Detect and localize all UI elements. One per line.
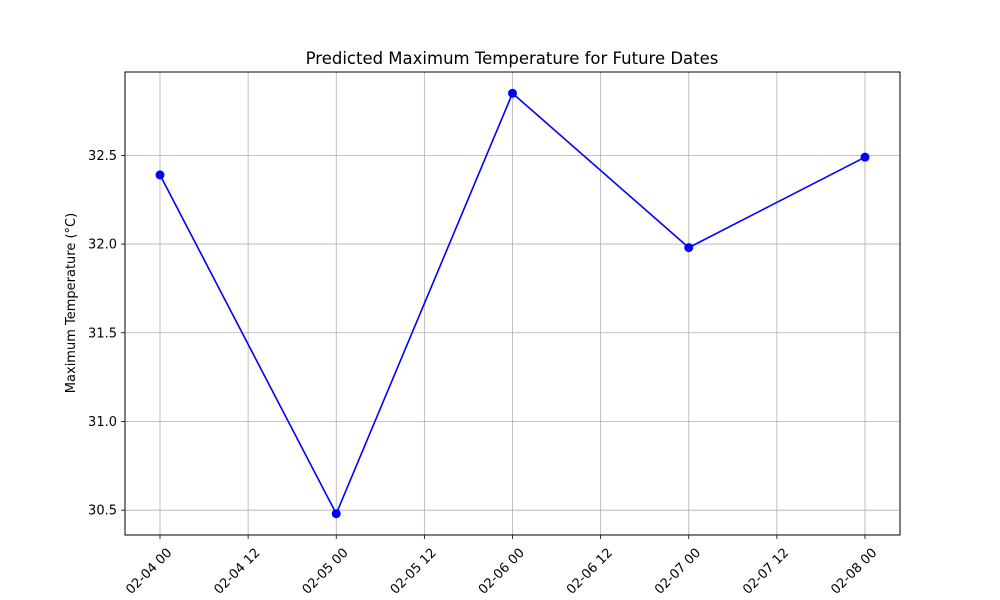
data-point — [508, 88, 517, 98]
y-axis-label: Maximum Temperature (°C) — [64, 213, 79, 393]
data-point — [684, 243, 694, 253]
y-tick-label: 32.0 — [88, 238, 117, 253]
y-tick-label: 31.5 — [88, 326, 117, 341]
series-layer — [155, 88, 870, 519]
chart-title: Predicted Maximum Temperature for Future… — [306, 49, 719, 68]
data-point — [155, 170, 165, 180]
data-point — [331, 509, 341, 519]
y-tick-label: 30.5 — [88, 504, 117, 519]
y-tick-label: 31.0 — [88, 415, 117, 430]
grid — [125, 72, 900, 535]
y-tick-label: 32.5 — [88, 149, 117, 164]
data-point — [860, 152, 870, 162]
